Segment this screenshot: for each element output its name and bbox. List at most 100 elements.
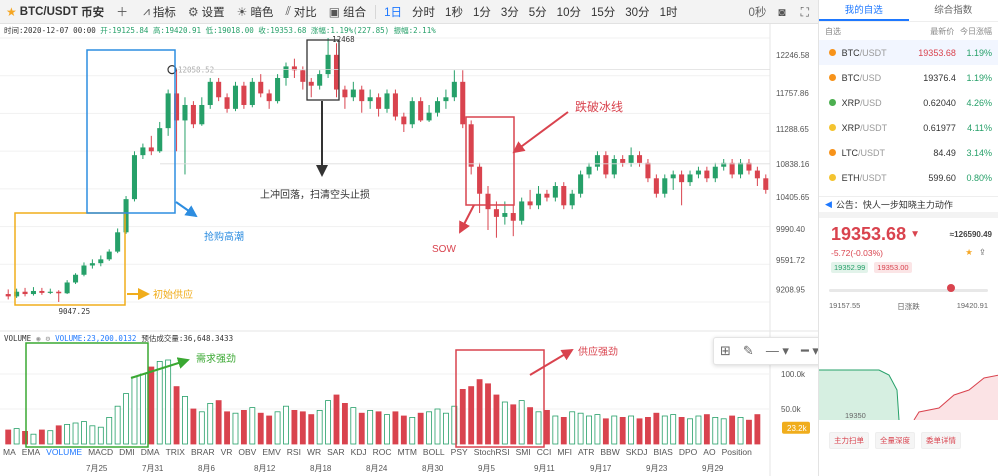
- pair-price: 0.62040: [923, 97, 956, 108]
- settings-small-icon[interactable]: ⚙: [45, 334, 51, 343]
- indicator-tab-brar[interactable]: BRAR: [190, 447, 215, 457]
- interval-5[interactable]: 5分: [528, 6, 547, 19]
- combo-button[interactable]: ▣ 组合: [323, 0, 372, 24]
- compare-button[interactable]: ⫽ 对比: [279, 0, 322, 24]
- indicator-tab-mfi[interactable]: MFI: [557, 447, 572, 457]
- divider: [375, 4, 377, 19]
- volume-bar: [720, 418, 727, 445]
- indicator-tab-volume[interactable]: VOLUME: [46, 447, 83, 457]
- watchlist-row[interactable]: ETH/USDT 599.60 0.80%: [819, 165, 998, 190]
- indicator-tab-kdj[interactable]: KDJ: [350, 447, 367, 457]
- date-tick-label: 7月25: [86, 464, 108, 473]
- indicator-tab-boll[interactable]: BOLL: [422, 447, 445, 457]
- indicator-tab-vr[interactable]: VR: [220, 447, 233, 457]
- indicator-tab-ao[interactable]: AO: [703, 447, 716, 457]
- indicator-tab-dpo[interactable]: DPO: [678, 447, 698, 457]
- volume-bar: [131, 376, 138, 445]
- fullscreen-button[interactable]: ⛶: [795, 0, 818, 24]
- main-scan-button[interactable]: 主力扫单: [829, 432, 869, 449]
- symbol-selector[interactable]: ★ BTC/USDT 币安: [0, 0, 110, 24]
- eye-icon[interactable]: ◉: [36, 334, 41, 343]
- indicator-tab-bias[interactable]: BIAS: [653, 447, 673, 457]
- interval-9[interactable]: 1时: [659, 6, 678, 19]
- volume-bar: [409, 416, 416, 445]
- indicator-tab-dmi[interactable]: DMI: [119, 447, 135, 457]
- indicator-tab-rsi[interactable]: RSI: [286, 447, 301, 457]
- candle-body: [401, 116, 407, 125]
- watchlist-row[interactable]: XRP/USD 0.62040 4.26%: [819, 90, 998, 115]
- date-tick-label: 9月17: [590, 464, 612, 473]
- interval-7[interactable]: 15分: [590, 6, 616, 19]
- indicator-tab-mtm[interactable]: MTM: [397, 447, 417, 457]
- date-tick-label: 9月11: [534, 464, 555, 473]
- indicator-tab-wr[interactable]: WR: [306, 447, 322, 457]
- indicator-tab-ema[interactable]: EMA: [21, 447, 41, 457]
- indicator-tab-macd[interactable]: MACD: [88, 447, 114, 457]
- indicator-tab-skdj[interactable]: SKDJ: [625, 447, 648, 457]
- indicator-tab-sar[interactable]: SAR: [327, 447, 345, 457]
- full-depth-button[interactable]: 全量深度: [875, 432, 915, 449]
- price-chart[interactable]: 12246.58 11757.86 11288.65 10838.16 10405.65…: [0, 24, 818, 476]
- screenshot-button[interactable]: ◙: [772, 0, 794, 24]
- indicator-tab-dma[interactable]: DMA: [140, 447, 160, 457]
- watchlist-row[interactable]: XRP/USDT 0.61977 4.11%: [819, 115, 998, 140]
- indicator-tab-roc[interactable]: ROC: [372, 447, 392, 457]
- interval-3[interactable]: 1分: [472, 6, 491, 19]
- candle-body: [106, 251, 112, 260]
- line-style-icon[interactable]: — ▾: [765, 343, 789, 358]
- indicator-tab-bbw[interactable]: BBW: [600, 447, 620, 457]
- countdown: 0秒: [748, 7, 767, 19]
- order-details-button[interactable]: 委单详情: [921, 432, 961, 449]
- indicator-tab-cci[interactable]: CCI: [536, 447, 552, 457]
- indicator-tab-atr[interactable]: ATR: [578, 447, 595, 457]
- grid-icon[interactable]: ⊞: [720, 343, 731, 358]
- header-market[interactable]: 自选: [825, 26, 841, 36]
- share-icon[interactable]: ⇪: [978, 247, 986, 257]
- candle-body: [199, 104, 205, 125]
- volume-bar: [670, 414, 677, 445]
- volume-badge-label: 23.2k: [787, 424, 808, 433]
- depth-asks: [914, 375, 998, 420]
- candle-body: [721, 162, 727, 167]
- volume-bar: [190, 408, 197, 445]
- watchlist-rows: BTC/USDT 19353.68 1.19% BTC/USD 19376.4 1.19%…: [819, 40, 998, 190]
- tab-my-watchlist[interactable]: 我的自选: [819, 0, 909, 21]
- volume-bar: [47, 430, 54, 445]
- interval-2[interactable]: 1秒: [445, 6, 463, 19]
- indicators-button[interactable]: ⩘ 指标: [137, 0, 182, 24]
- indicator-tab-trix[interactable]: TRIX: [165, 447, 185, 457]
- settings-button[interactable]: ⚙ 设置: [182, 0, 231, 24]
- notice-bar[interactable]: ◀ 公告：快人一步知晓主力动作: [819, 196, 998, 218]
- watchlist-row[interactable]: BTC/USD 19376.4 1.19%: [819, 65, 998, 90]
- star-outline-icon[interactable]: ★: [965, 247, 973, 257]
- indicator-tab-obv[interactable]: OBV: [238, 447, 257, 457]
- indicator-tab-ma[interactable]: MA: [3, 447, 16, 457]
- interval-6[interactable]: 10分: [556, 6, 581, 19]
- candle-body: [81, 265, 87, 275]
- interval-1[interactable]: 分时: [412, 6, 436, 19]
- pencil-icon[interactable]: ✎: [742, 343, 754, 358]
- indicator-tab-smi[interactable]: SMI: [515, 447, 531, 457]
- watchlist-row[interactable]: BTC/USDT 19353.68 1.19%: [819, 40, 998, 65]
- indicator-tab-stochrsi[interactable]: StochRSI: [473, 447, 510, 457]
- exchange-label: 币安: [81, 6, 105, 19]
- annotation-supply: 供应强劲: [578, 347, 618, 358]
- candle-body: [712, 166, 718, 179]
- watchlist-row[interactable]: LTC/USDT 84.49 3.14%: [819, 140, 998, 165]
- price-change: -5.72(-0.03%) ★ ⇪: [819, 245, 998, 260]
- dark-mode-button[interactable]: ☀ 暗色: [231, 0, 280, 24]
- interval-0[interactable]: 1日: [384, 6, 403, 19]
- add-compare-button[interactable]: ＋: [110, 0, 137, 24]
- star-icon[interactable]: ★: [6, 4, 17, 19]
- indicator-tab-emv[interactable]: EMV: [262, 447, 281, 457]
- candle-body: [477, 166, 483, 194]
- interval-8[interactable]: 30分: [625, 6, 650, 19]
- volume-bar: [72, 422, 79, 445]
- indicator-tab-psy[interactable]: PSY: [450, 447, 468, 457]
- indicator-tab-position[interactable]: Position: [721, 447, 752, 457]
- tab-composite-index[interactable]: 综合指数: [934, 5, 973, 16]
- interval-4[interactable]: 3分: [500, 6, 519, 19]
- line-width-icon[interactable]: ━ ▾: [800, 343, 819, 358]
- candle-body: [443, 97, 449, 102]
- volume-bar: [400, 415, 407, 445]
